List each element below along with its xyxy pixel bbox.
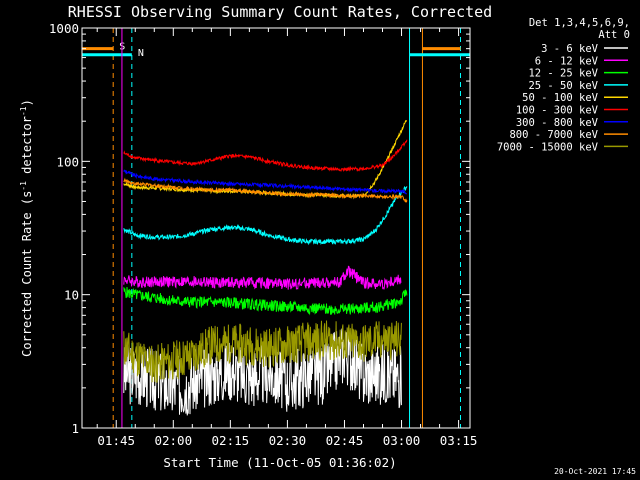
x-tick-label: 01:45 <box>97 433 135 448</box>
series-line-6-12keV <box>123 265 402 290</box>
x-tick-label: 02:00 <box>154 433 192 448</box>
y-tick-label: 10 <box>64 288 79 303</box>
series-line-300-800keV <box>123 169 407 195</box>
series-layer <box>123 119 408 416</box>
x-tick-label: 02:15 <box>212 433 250 448</box>
series-line-7000-15000keV <box>123 320 402 383</box>
legend-label: 100 - 300 keV <box>516 105 599 117</box>
y-tick-label: 1000 <box>49 21 79 36</box>
plot-border <box>81 27 471 429</box>
series-line-3-6keV <box>123 327 402 416</box>
chart-title: RHESSI Observing Summary Count Rates, Co… <box>68 3 492 21</box>
legend-label: 3 - 6 keV <box>541 43 599 55</box>
legend-label: 300 - 800 keV <box>516 117 599 129</box>
y-tick-label: 1 <box>71 421 79 436</box>
timestamp: 20-Oct-2021 17:45 <box>554 467 636 476</box>
x-tick-label: 03:15 <box>440 433 478 448</box>
plot-frame <box>81 27 471 429</box>
legend-label: 6 - 12 keV <box>535 55 599 67</box>
x-tick-label: 02:30 <box>269 433 307 448</box>
legend-label: 7000 - 15000 keV <box>497 141 599 153</box>
series-line-100-300keV <box>123 139 408 172</box>
x-axis-ticks: 01:45 02:00 02:15 02:30 02:45 03:00 03:15 <box>96 28 478 448</box>
x-tick-label: 03:00 <box>383 433 421 448</box>
x-axis-label: Start Time (11-Oct-05 01:36:02) <box>163 455 396 470</box>
legend-label: 50 - 100 keV <box>522 92 599 104</box>
series-line-800-7000keV <box>123 177 408 203</box>
legend-header-line2: Att 0 <box>598 29 630 41</box>
series-line-25-50keV <box>123 185 408 246</box>
y-axis-ticks: 1 10 100 1000 <box>49 21 470 436</box>
y-tick-label: 100 <box>56 154 79 169</box>
series-line-12-25keV <box>123 286 408 316</box>
legend-label: 12 - 25 keV <box>528 68 598 80</box>
x-tick-label: 02:45 <box>326 433 364 448</box>
y-axis-label: Corrected Count Rate (s-1 detector-1) <box>19 99 34 357</box>
legend-label: 25 - 50 keV <box>528 80 598 92</box>
marker-label: N <box>138 48 144 59</box>
legend-header-line1: Det 1,3,4,5,6,9, <box>529 17 630 29</box>
legend-label: 800 - 7000 keV <box>509 129 598 141</box>
